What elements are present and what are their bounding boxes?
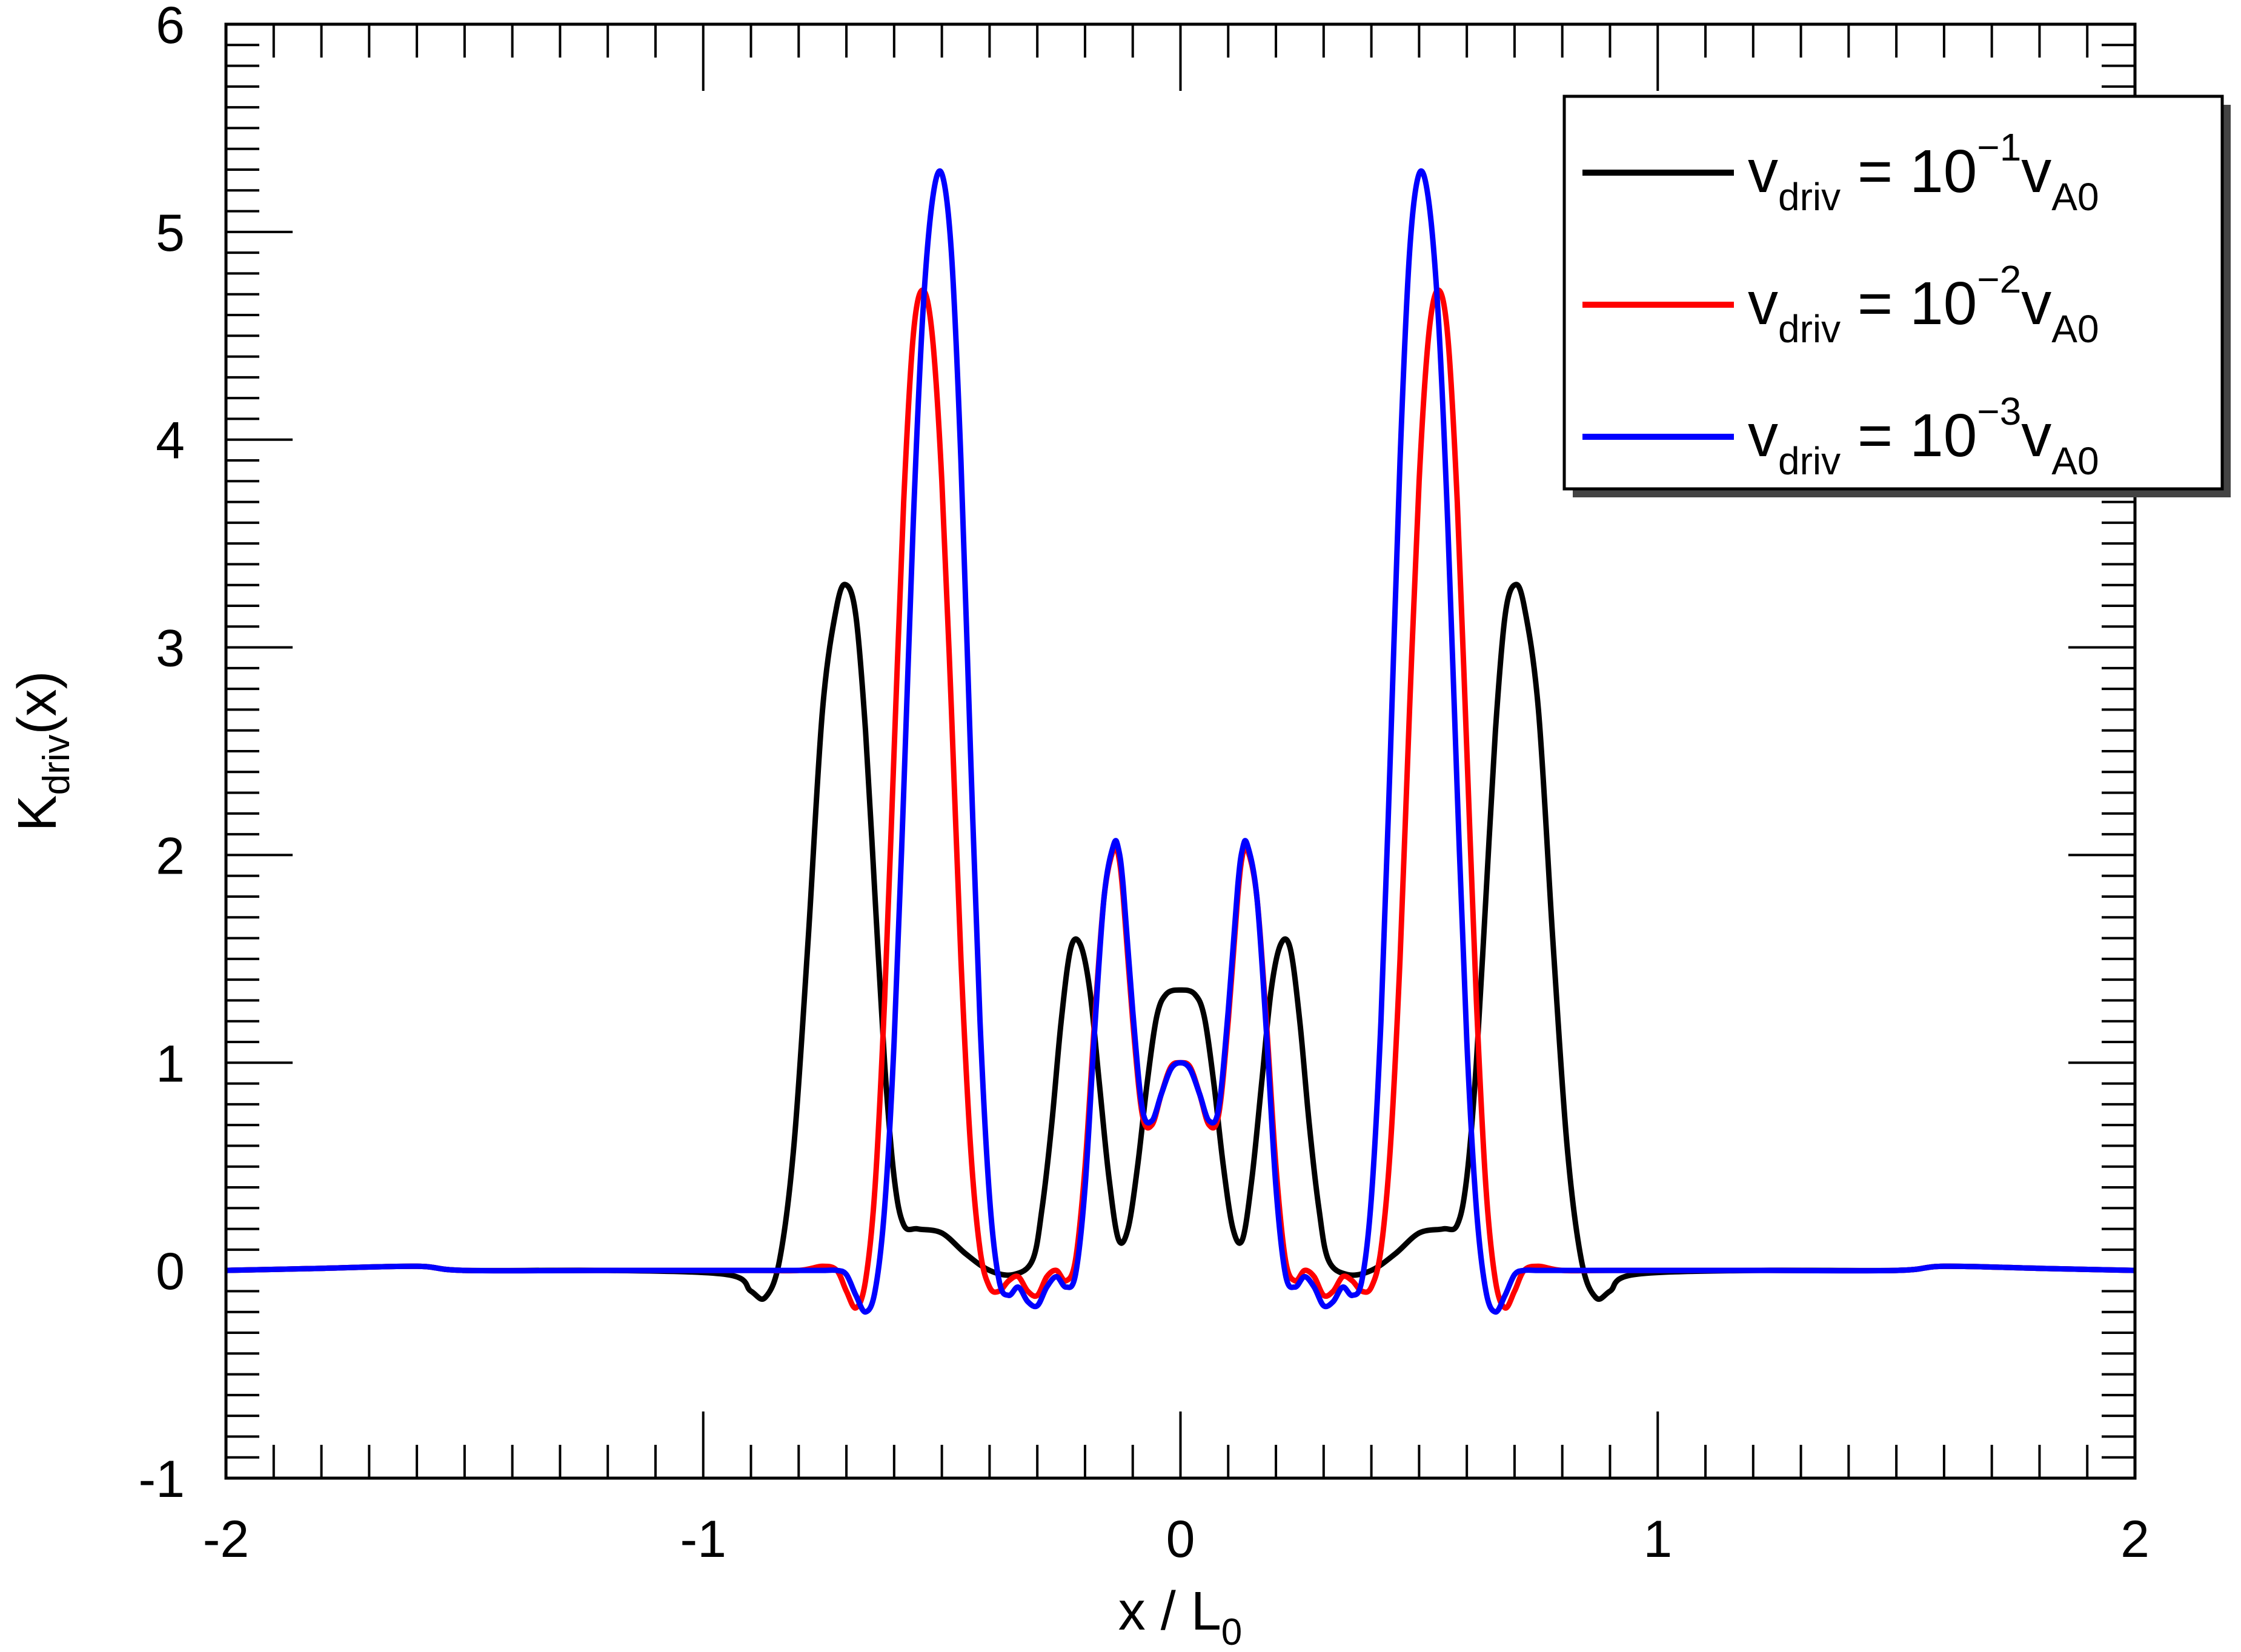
x-tick-label: -1 [680,1510,726,1568]
y-tick-label: 2 [156,827,185,885]
x-tick-label: 1 [1643,1510,1672,1568]
y-tick-label: 3 [156,620,185,678]
y-tick-label: 1 [156,1035,185,1093]
x-axis-title: x / L0 [1118,1581,1243,1652]
axis-ticks [225,23,2136,1479]
series-layer [226,168,2135,1315]
x-tick-label: 0 [1166,1510,1195,1568]
y-tick-label: 4 [156,412,185,470]
series-line-3 [226,168,2135,1315]
legend: vdriv = 10−1vA0 vdriv = 10−2vA0 vdriv = 10… [1562,95,2231,497]
legend-label-3: vdriv = 10−3vA0 [1748,390,2099,483]
legend-label-1: vdriv = 10−1vA0 [1748,125,2099,219]
legend-box [1562,95,2224,491]
x-tick-label: -2 [203,1510,249,1568]
y-tick-label: 6 [156,0,185,55]
y-tick-label: -1 [139,1450,185,1508]
legend-label-2: vdriv = 10−2vA0 [1748,257,2099,351]
plot-frame [224,22,2137,1480]
y-tick-label: 5 [156,204,185,262]
series-line-1 [226,582,2135,1302]
y-axis-title: Kdriv(x) [7,671,78,832]
tick-labels: -2 -1 0 1 2 -1 0 1 2 3 4 5 6 [139,0,2150,1568]
x-tick-label: 2 [2120,1510,2150,1568]
y-tick-label: 0 [156,1242,185,1301]
